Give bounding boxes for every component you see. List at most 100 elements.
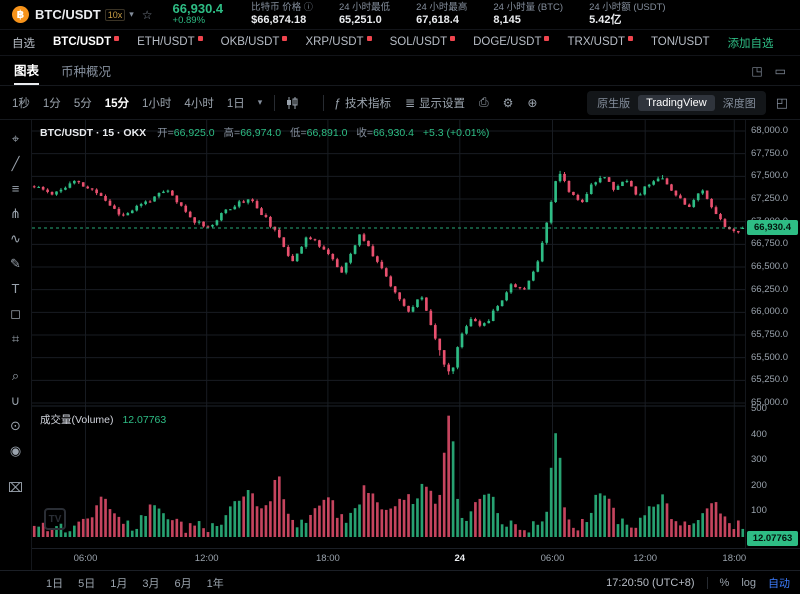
patterns-tool[interactable]: ∿ bbox=[10, 230, 21, 246]
indicators-button[interactable]: ƒ 技术指标 bbox=[334, 95, 391, 111]
chart-area[interactable]: BTC/USDT · 15 · OKX 开=66,925.0 高=66,974.… bbox=[32, 120, 745, 548]
compare-button[interactable]: ⊕ bbox=[527, 96, 537, 110]
drawing-toolbar: ⌖ ╱ ≡ ⋔ ∿ ✎ T ◻ ⌗ ⌕ ∪ ⊙ ◉ ⌧ bbox=[0, 120, 32, 570]
magnet-tool[interactable]: ∪ bbox=[10, 392, 21, 408]
interval-more-icon[interactable]: ▾ bbox=[257, 97, 263, 107]
range-6月[interactable]: 6月 bbox=[174, 577, 192, 590]
auto-scale-button[interactable]: 自动 bbox=[768, 577, 790, 590]
compare-icon: ⊕ bbox=[527, 95, 538, 110]
candlestick-chart[interactable] bbox=[32, 120, 745, 548]
volume-legend: 成交量(Volume) 12.07763 bbox=[40, 412, 166, 427]
hot-badge bbox=[544, 36, 550, 42]
crosshair-tool[interactable]: ⌖ bbox=[11, 130, 20, 146]
range-1日[interactable]: 1日 bbox=[46, 577, 64, 590]
interval-1分[interactable]: 1分 bbox=[42, 97, 61, 110]
favorite-star-icon[interactable]: ☆ bbox=[141, 7, 153, 22]
time-tick: 12:00 bbox=[633, 553, 658, 564]
popout-icon[interactable]: ◳ bbox=[751, 63, 763, 78]
pairs-list: BTC/USDT ETH/USDT OKB/USDT XRP/USDT SOL/USDT… bbox=[53, 36, 710, 49]
add-favorite-button[interactable]: 添加自选 bbox=[727, 37, 774, 50]
price-tick: 67,750.0 bbox=[751, 147, 788, 159]
range-3月[interactable]: 3月 bbox=[142, 577, 160, 590]
info-icon[interactable]: ⓘ bbox=[303, 1, 313, 12]
display-settings-button[interactable]: ≣ 显示设置 bbox=[405, 95, 465, 111]
price-tick: 67,250.0 bbox=[751, 193, 788, 204]
zoom-in-tool[interactable]: ⌕ bbox=[11, 367, 20, 383]
fullscreen-icon[interactable]: ◰ bbox=[775, 94, 788, 110]
price-tick: 65,500.0 bbox=[751, 351, 788, 363]
header-stat: 比特币 价格 ⓘ $66,874.18 bbox=[251, 2, 313, 28]
chevron-down-icon[interactable]: ▾ bbox=[129, 9, 134, 19]
volume-tick: 500 bbox=[751, 403, 767, 414]
pair-tab-ton-usdt[interactable]: TON/USDT bbox=[650, 36, 710, 49]
header-stat: 24 小时额 (USDT) 5.42亿 bbox=[589, 2, 666, 28]
price-change: +0.89% bbox=[172, 15, 206, 27]
range-5日[interactable]: 5日 bbox=[78, 577, 96, 590]
interval-1小时[interactable]: 1小时 bbox=[142, 97, 172, 110]
measure-tool[interactable]: ⌗ bbox=[11, 330, 20, 346]
fib-tool[interactable]: ≡ bbox=[11, 181, 20, 196]
shapes-tool[interactable]: ◻ bbox=[10, 305, 21, 321]
pitchfork-tool[interactable]: ⋔ bbox=[10, 205, 21, 221]
hot-badge bbox=[197, 36, 203, 42]
brush-tool[interactable]: ✎ bbox=[10, 255, 21, 271]
mode-native[interactable]: 原生版 bbox=[597, 97, 631, 110]
mode-depth[interactable]: 深度图 bbox=[722, 97, 756, 110]
pair-tab-xrp-usdt[interactable]: XRP/USDT bbox=[305, 36, 372, 49]
delete-tool[interactable]: ⌧ bbox=[8, 479, 23, 495]
range-buttons: 1日 5日 1月 3月 6月 1年 bbox=[46, 575, 239, 591]
time-tick: 12:00 bbox=[194, 553, 219, 564]
interval-5分[interactable]: 5分 bbox=[73, 97, 92, 110]
pair-tab-btc-usdt[interactable]: BTC/USDT bbox=[53, 36, 120, 49]
chart-style-button[interactable] bbox=[285, 96, 299, 110]
tab-chart[interactable]: 图表 bbox=[14, 56, 40, 85]
fx-icon: ƒ bbox=[334, 95, 341, 110]
interval-4小时[interactable]: 4小时 bbox=[184, 97, 214, 110]
volume-value: 12.07763 bbox=[122, 414, 167, 426]
interval-15分[interactable]: 15分 bbox=[104, 97, 130, 110]
lock-tool[interactable]: ⊙ bbox=[10, 417, 21, 433]
tab-coin-overview[interactable]: 币种概况 bbox=[61, 65, 112, 79]
layout-icon[interactable]: ▭ bbox=[774, 63, 786, 78]
range-1年[interactable]: 1年 bbox=[206, 577, 224, 590]
interval-1秒[interactable]: 1秒 bbox=[12, 97, 30, 110]
watchlist-tab[interactable]: 自选 bbox=[12, 37, 35, 50]
text-tool[interactable]: T bbox=[11, 281, 20, 296]
pair-tab-doge-usdt[interactable]: DOGE/USDT bbox=[473, 36, 550, 49]
mode-tradingview[interactable]: TradingView bbox=[638, 94, 715, 111]
close-label: 收= bbox=[356, 127, 374, 139]
price-tick: 65,250.0 bbox=[751, 374, 788, 386]
price-axis[interactable]: 66,930.4 12.07763 68,000.0 67,750.0 67,500… bbox=[745, 120, 800, 548]
low-label: 低= bbox=[289, 127, 307, 139]
pair-tab-sol-usdt[interactable]: SOL/USDT bbox=[390, 36, 456, 49]
price-tick: 68,000.0 bbox=[751, 125, 788, 136]
volume-tick: 100 bbox=[751, 505, 767, 517]
candlestick-icon bbox=[287, 96, 298, 109]
hide-tool[interactable]: ◉ bbox=[9, 442, 22, 458]
chart-mode-switch: 原生版 TradingView 深度图 bbox=[587, 90, 766, 115]
time-tick: 24 bbox=[454, 553, 466, 564]
price-tick: 65,750.0 bbox=[751, 329, 788, 340]
change-value: +5.3 (+0.01%) bbox=[422, 127, 490, 139]
time-axis[interactable]: 06:00 12:00 18:00 24 06:00 12:00 18:00 bbox=[32, 548, 800, 570]
header-stat: 24 小时量 (BTC) 8,145 bbox=[493, 2, 563, 28]
trendline-tool[interactable]: ╱ bbox=[11, 155, 20, 171]
high-value: 66,974.0 bbox=[240, 127, 282, 139]
interval-1日[interactable]: 1日 bbox=[226, 97, 245, 110]
chart-settings-button[interactable]: ⚙ bbox=[503, 96, 514, 110]
price-tick: 66,750.0 bbox=[751, 238, 788, 250]
range-1月[interactable]: 1月 bbox=[110, 577, 128, 590]
log-scale-button[interactable]: log bbox=[741, 576, 756, 589]
view-tabs: 图表 币种概况 ◳ ▭ bbox=[0, 56, 800, 86]
time-tick: 18:00 bbox=[316, 553, 340, 564]
hot-badge bbox=[114, 36, 120, 42]
pair-tab-okb-usdt[interactable]: OKB/USDT bbox=[221, 36, 288, 49]
pair-tab-trx-usdt[interactable]: TRX/USDT bbox=[567, 36, 633, 49]
screenshot-button[interactable]: ⎙ bbox=[479, 95, 489, 110]
settings-list-icon: ≣ bbox=[404, 95, 416, 110]
price-tick: 65,000.0 bbox=[751, 397, 788, 408]
stat-value: 5.42亿 bbox=[589, 13, 622, 26]
percent-scale-button[interactable]: % bbox=[719, 576, 730, 589]
pair-tab-eth-usdt[interactable]: ETH/USDT bbox=[137, 36, 203, 49]
